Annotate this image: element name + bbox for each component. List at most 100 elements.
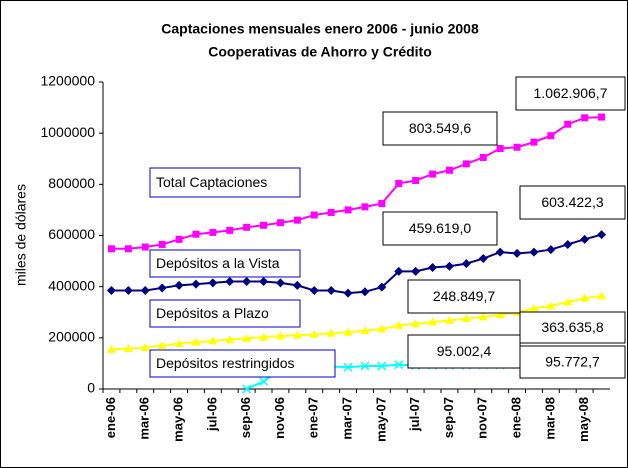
marker [581,114,589,122]
marker [597,230,607,240]
value-label-box [515,76,626,111]
value-label-box [382,111,498,146]
chart-subtitle: Cooperativas de Ahorro y Crédito [208,44,432,60]
x-tick-label: ene-06 [103,397,118,438]
marker [428,262,438,272]
series-name: Total Captaciones [156,174,267,190]
marker [326,328,336,337]
marker [394,320,404,329]
marker [309,286,319,296]
value-label: 803.549,6 [409,120,471,136]
marker [260,221,268,229]
marker [495,310,505,319]
marker [242,333,252,342]
marker [226,226,234,234]
marker [140,286,150,296]
marker [444,261,454,271]
x-tick-label: mar-06 [137,397,152,440]
marker [310,211,318,219]
marker [140,343,150,352]
marker [343,327,353,336]
x-tick-label: jul-06 [204,397,219,432]
x-tick-label: may-08 [576,397,591,442]
marker [191,337,201,346]
marker [580,293,590,302]
marker [225,335,235,344]
marker [360,326,370,335]
series-name: Depósitos a la Vista [156,255,280,271]
marker [377,324,387,333]
marker [327,208,335,216]
x-tick-label: mar-07 [339,397,354,440]
value-label: 459.619,0 [409,220,471,236]
y-tick-label: 200000 [48,329,95,345]
y-tick-label: 800000 [48,175,95,191]
marker [158,240,166,248]
marker [361,203,369,211]
value-label: 603.422,3 [541,194,603,210]
marker [208,278,218,288]
marker [580,234,590,244]
value-label: 95.772,7 [545,354,600,370]
marker [360,287,370,297]
x-tick-label: nov-06 [272,397,287,439]
marker [395,179,403,187]
value-label-box [519,311,626,344]
marker [546,245,556,255]
marker [597,291,607,300]
chart-title: Captaciones mensuales enero 2006 - junio… [161,21,479,37]
value-label-box [519,185,626,220]
marker [343,362,353,372]
y-tick-label: 1200000 [40,73,95,89]
x-tick-label: may-07 [373,397,388,442]
marker [259,376,269,386]
marker [564,120,572,128]
marker [175,235,183,243]
x-tick-label: nov-07 [475,397,490,439]
marker [411,319,421,328]
marker [107,245,115,253]
marker [292,330,302,339]
marker [292,280,302,290]
marker [192,230,200,238]
marker [242,277,252,287]
marker [547,132,555,140]
marker [276,219,284,227]
marker [275,278,285,288]
x-tick-label: may-06 [170,397,185,442]
marker [563,239,573,249]
marker [344,206,352,214]
value-label: 363.635,8 [541,319,603,335]
series-name-box [149,349,336,378]
value-label: 248.849,7 [433,288,495,304]
series-name-box [149,299,301,328]
marker [563,297,573,306]
marker [377,361,387,371]
value-label-box [382,211,498,246]
marker [293,216,301,224]
marker [512,248,522,258]
marker [462,160,470,168]
marker [259,332,269,341]
series-name: Depósitos restringidos [156,355,295,371]
marker [326,286,336,296]
marker [479,153,487,161]
marker [275,331,285,340]
marker [496,145,504,153]
y-tick-label: 1000000 [40,124,95,140]
marker [461,259,471,269]
y-tick-label: 600000 [48,226,95,242]
x-tick-label: sep-07 [441,397,456,438]
marker [157,341,167,350]
marker [123,286,133,296]
marker [106,344,116,353]
y-axis-label: miles de dólares [13,184,29,286]
marker [529,247,539,257]
marker [394,266,404,276]
x-tick-label: sep-06 [238,397,253,438]
marker [530,138,538,146]
marker [429,170,437,178]
marker [259,277,269,287]
y-tick-label: 400000 [48,277,95,293]
